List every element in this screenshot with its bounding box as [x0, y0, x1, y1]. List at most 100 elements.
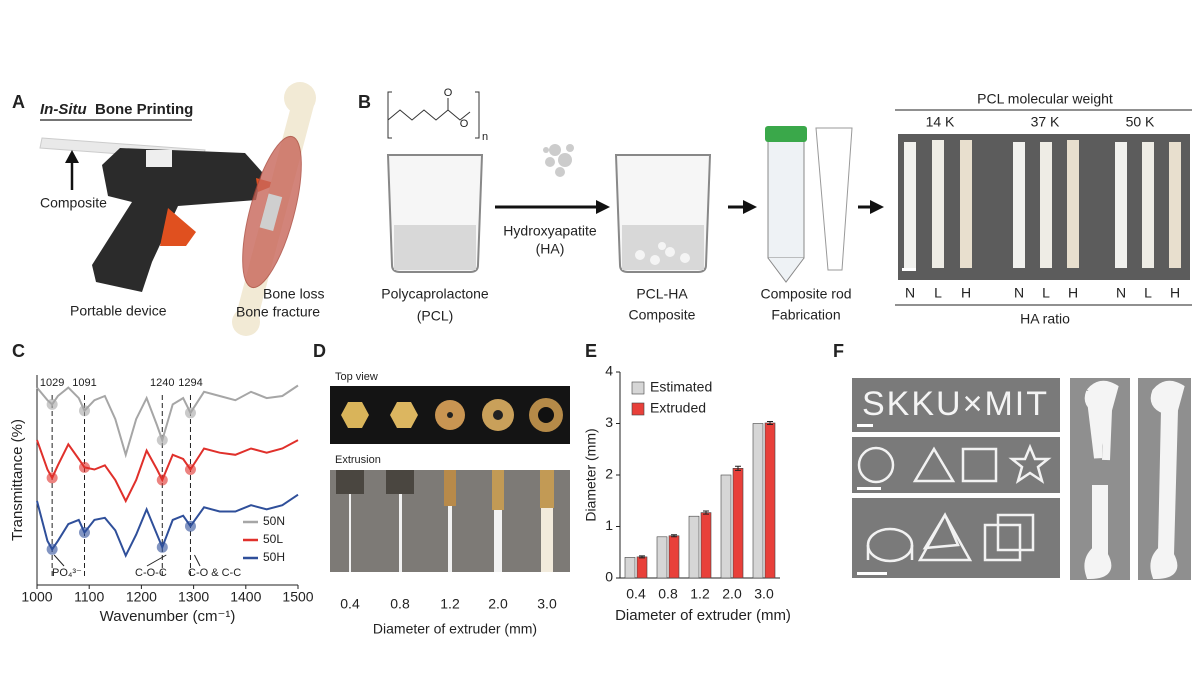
peak-marker — [79, 405, 91, 417]
label: 14 K — [926, 114, 955, 130]
repeat: n — [482, 131, 488, 143]
legend-swatch — [631, 402, 645, 416]
bone-model — [1150, 380, 1185, 580]
panel-letter: E — [585, 341, 597, 361]
level-label: H — [961, 285, 971, 301]
error-bar — [639, 555, 645, 559]
panel-letter: B — [358, 92, 371, 112]
x-tick-label: 2.0 — [722, 586, 742, 602]
bone-end — [232, 308, 260, 336]
panel-letter: A — [12, 92, 25, 112]
error-bar — [703, 510, 709, 515]
photo — [852, 437, 1060, 493]
bar — [688, 515, 700, 579]
trigger — [160, 208, 196, 246]
series-line — [36, 384, 299, 459]
printed-text: SKKU×MIT — [862, 385, 1049, 423]
arrowhead — [596, 200, 610, 214]
y-tick-label: 2 — [605, 466, 613, 482]
pointer — [146, 554, 167, 567]
x-tick-label: 1200 — [126, 589, 157, 605]
bar — [636, 556, 648, 579]
label: PCL-HA — [636, 286, 688, 302]
window — [146, 150, 172, 167]
label: Composite — [40, 195, 107, 211]
label: Composite — [629, 307, 696, 323]
label: Bone loss — [263, 286, 324, 302]
error-bar — [735, 465, 741, 471]
panel-letter: C — [12, 341, 25, 361]
legend-label: 50N — [263, 514, 285, 528]
peak-marker — [156, 541, 168, 553]
bar — [668, 535, 680, 579]
label: 0.8 — [390, 596, 410, 612]
y-axis-label: Transmittance (%) — [9, 419, 26, 541]
peak-marker — [156, 474, 168, 486]
panel-letter: F — [833, 341, 844, 361]
axis-label: Diameter of extruder (mm) — [373, 621, 537, 637]
powder — [543, 144, 574, 177]
liquid — [394, 225, 476, 270]
x-tick-label: 1400 — [230, 589, 261, 605]
peak-label: 1294 — [178, 377, 202, 389]
tube-tip — [767, 257, 805, 283]
bond-label: C-O & C-C — [188, 567, 241, 579]
bone-head — [284, 82, 316, 114]
pointer — [194, 554, 201, 567]
shapes-3d — [866, 512, 1035, 563]
tube — [767, 139, 805, 259]
peak-marker — [46, 398, 58, 410]
bar — [700, 512, 712, 579]
bond-label: PO₄³⁻ — [52, 567, 82, 579]
peak-marker — [79, 527, 91, 538]
bone-print — [259, 193, 283, 231]
panel-letter: D — [313, 341, 326, 361]
label: 2.0 — [488, 596, 508, 612]
level-label: N — [1116, 285, 1126, 301]
level-label: N — [1014, 285, 1024, 301]
label: Top view — [335, 371, 378, 383]
label: Composite rod — [760, 286, 851, 302]
label: 1.2 — [440, 596, 460, 612]
error-bar — [671, 534, 677, 538]
y-axis-label: Diameter (mm) — [583, 428, 599, 521]
photo — [852, 378, 1060, 432]
peak-marker — [184, 464, 196, 475]
level-label: H — [1068, 285, 1078, 301]
label: (HA) — [536, 241, 565, 257]
label: Portable device — [70, 303, 167, 319]
bar — [656, 536, 668, 579]
legend-label: 50L — [263, 532, 283, 546]
arrowhead — [65, 150, 79, 163]
legend-label: 50H — [263, 550, 285, 564]
level-label: L — [1042, 285, 1050, 301]
glue-gun — [92, 148, 262, 292]
peak-marker — [156, 434, 168, 446]
peak-label: 1240 — [150, 377, 174, 389]
x-tick-label: 1500 — [282, 589, 313, 605]
shapes-2d — [857, 443, 1052, 484]
arrowhead — [743, 200, 757, 214]
label: 37 K — [1031, 114, 1060, 130]
label: 50 K — [1126, 114, 1155, 130]
nozzles — [341, 398, 563, 432]
bone-model — [1084, 380, 1119, 580]
x-tick-label: 0.8 — [658, 586, 678, 602]
atom: O — [444, 87, 453, 99]
bar — [752, 423, 764, 579]
mold — [815, 127, 853, 271]
label: (PCL) — [417, 308, 454, 324]
tube-cap — [765, 126, 807, 142]
label: HA ratio — [1020, 311, 1070, 327]
bond-label: C-O-C — [135, 567, 167, 579]
peak-marker — [46, 472, 58, 484]
label: 0.4 — [340, 596, 360, 612]
bar — [720, 474, 732, 579]
extrusions — [336, 470, 554, 572]
bar — [732, 468, 744, 579]
legend-label: Extruded — [650, 400, 706, 416]
x-tick-label: 3.0 — [754, 586, 774, 602]
label: Polycaprolactone — [381, 286, 489, 302]
atom: O — [460, 118, 469, 130]
